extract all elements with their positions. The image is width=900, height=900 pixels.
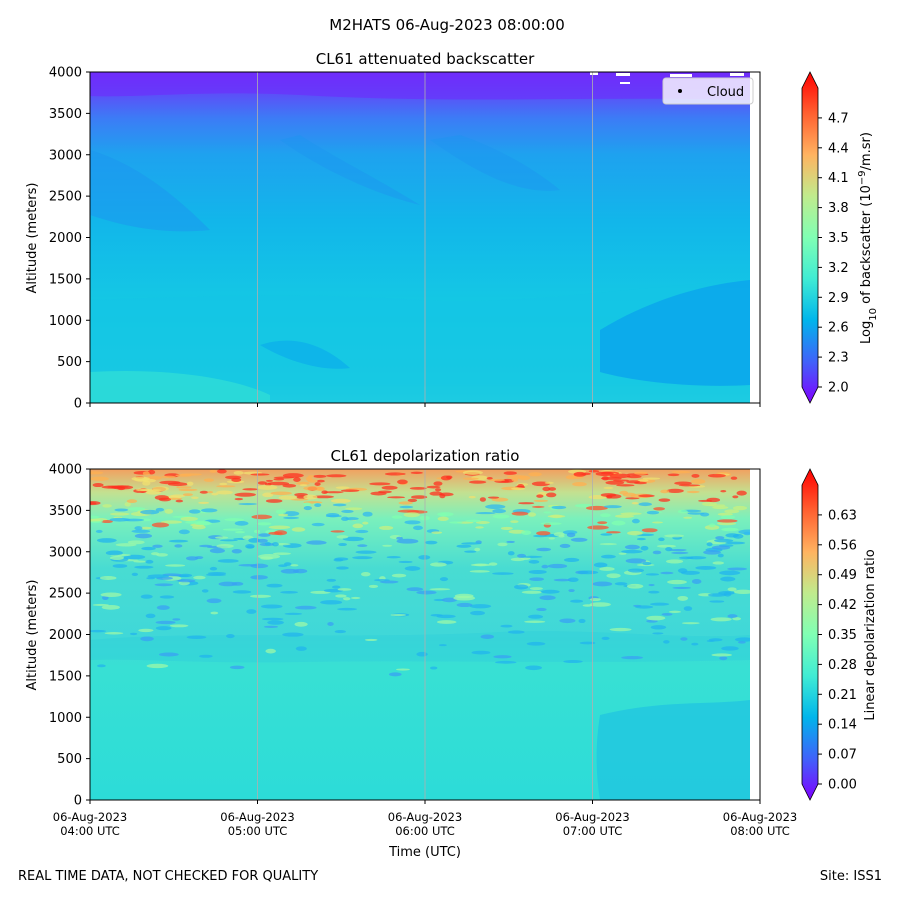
colorbar-tick-label: 3.2 [828, 261, 849, 276]
x-tick-date: 06-Aug-2023 [220, 810, 294, 824]
depolarization-y-label: Altitude (meters) [25, 580, 40, 691]
backscatter-colorbar-ticks: 2.0 2.3 2.6 2.9 3.2 3.5 3.8 4.1 4.4 4.7 [818, 111, 849, 396]
y-tick-label: 3500 [49, 504, 82, 519]
backscatter-panel: CL61 attenuated backscatter 0 500 1000 1500… [25, 50, 879, 412]
y-tick-label: 1000 [49, 314, 82, 329]
y-tick-label: 4000 [49, 66, 82, 81]
colorbar-tick-label: 0.07 [828, 748, 857, 763]
depolarization-colorbar: 0.00 0.07 0.14 0.21 0.28 0.35 0.42 0.49 0.56 0.63… [801, 468, 878, 801]
depolarization-colorbar-ticks: 0.00 0.07 0.14 0.21 0.28 0.35 0.42 0.49 0.56 0.63 [818, 508, 857, 793]
y-tick-label: 1500 [49, 272, 82, 287]
backscatter-y-ticks: 0 500 1000 1500 2000 2500 3000 3500 4000 [49, 66, 90, 412]
legend-entry-cloud: Cloud [707, 85, 744, 100]
colorbar-tick-label: 0.49 [828, 568, 857, 583]
colorbar-tick-label: 0.35 [828, 628, 857, 643]
x-axis-label: Time (UTC) [388, 845, 461, 860]
depolarization-gridlines [257, 469, 593, 800]
y-tick-label: 2000 [49, 628, 82, 643]
backscatter-legend: Cloud [662, 77, 754, 105]
y-tick-label: 2000 [49, 231, 82, 246]
colorbar-tick-label: 2.3 [828, 351, 849, 366]
depolarization-title: CL61 depolarization ratio [331, 447, 520, 465]
y-tick-label: 3500 [49, 107, 82, 122]
backscatter-y-label: Altitude (meters) [25, 183, 40, 294]
depolarization-colorbar-label: Linear depolarization ratio [863, 549, 878, 720]
depolarization-panel: CL61 depolarization ratio 0 500 1000 1500 20… [25, 447, 878, 860]
depolarization-structures [90, 469, 750, 800]
x-tick-time: 07:00 UTC [563, 824, 623, 838]
x-tick-date: 06-Aug-2023 [555, 810, 629, 824]
colorbar-tick-label: 0.56 [828, 538, 857, 553]
quality-disclaimer: REAL TIME DATA, NOT CHECKED FOR QUALITY [18, 869, 319, 884]
colorbar-tick-label: 3.5 [828, 231, 849, 246]
site-label: Site: ISS1 [819, 869, 882, 884]
colorbar-tick-label: 0.28 [828, 658, 857, 673]
backscatter-title: CL61 attenuated backscatter [316, 50, 535, 68]
y-tick-label: 2500 [49, 190, 82, 205]
colorbar-tick-label: 0.21 [828, 688, 857, 703]
x-tick-time: 05:00 UTC [228, 824, 288, 838]
colorbar-tick-label: 0.63 [828, 508, 857, 523]
x-tick-time: 04:00 UTC [60, 824, 120, 838]
x-tick-date: 06-Aug-2023 [388, 810, 462, 824]
y-tick-label: 0 [74, 794, 82, 809]
y-tick-label: 1500 [49, 669, 82, 684]
backscatter-gridlines [257, 72, 593, 403]
depolarization-y-ticks: 0 500 1000 1500 2000 2500 3000 3500 4000 [49, 463, 90, 809]
y-tick-label: 1000 [49, 711, 82, 726]
x-tick-time: 08:00 UTC [730, 824, 790, 838]
x-tick-time: 06:00 UTC [395, 824, 455, 838]
colorbar-tick-label: 0.42 [828, 598, 857, 613]
y-tick-label: 3000 [49, 545, 82, 560]
colorbar-tick-label: 4.4 [828, 141, 849, 156]
colorbar-tick-label: 4.1 [828, 171, 849, 186]
backscatter-x-ticks [89, 403, 761, 407]
y-tick-label: 0 [74, 397, 82, 412]
y-tick-label: 4000 [49, 463, 82, 478]
colorbar-tick-label: 2.0 [828, 381, 849, 396]
backscatter-colorbar: 2.0 2.3 2.6 2.9 3.2 3.5 3.8 4.1 4.4 4.7 Log10 of … [801, 71, 879, 404]
y-tick-label: 500 [57, 355, 82, 370]
colorbar-tick-label: 2.6 [828, 321, 849, 336]
colorbar-tick-label: 3.8 [828, 201, 849, 216]
colorbar-tick-label: 2.9 [828, 291, 849, 306]
cloud-marker-icon [678, 89, 682, 93]
colorbar-tick-label: 4.7 [828, 111, 849, 126]
colorbar-tick-label: 0.14 [828, 718, 857, 733]
y-tick-label: 500 [57, 752, 82, 767]
figure-title: M2HATS 06-Aug-2023 08:00:00 [329, 16, 565, 34]
y-tick-label: 2500 [49, 587, 82, 602]
backscatter-colorbar-label: Log10 of backscatter (10−9/m.sr) [857, 132, 879, 344]
x-tick-date: 06-Aug-2023 [723, 810, 797, 824]
y-tick-label: 3000 [49, 148, 82, 163]
x-tick-date: 06-Aug-2023 [53, 810, 127, 824]
backscatter-structures [90, 72, 750, 403]
colorbar-tick-label: 0.00 [828, 778, 857, 793]
